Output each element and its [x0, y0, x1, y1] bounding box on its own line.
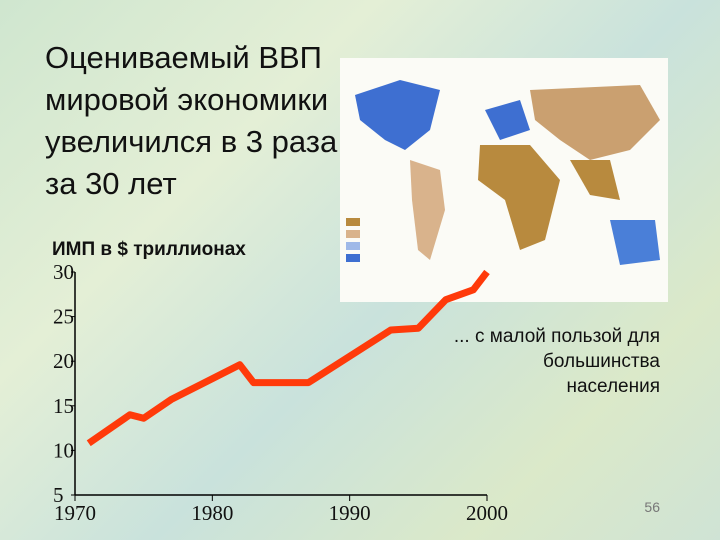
title-line: Оцениваемый ВВП мировой экономики увеличил…: [45, 40, 338, 201]
y-tick-label: 25: [53, 305, 74, 329]
page-number: 56: [644, 499, 660, 515]
data-line: [86, 269, 490, 447]
y-axis-label: ИМП в $ триллионах: [52, 239, 246, 260]
y-tick-label: 30: [53, 260, 74, 284]
y-tick-label: 10: [53, 438, 74, 462]
y-tick-label: 20: [53, 349, 74, 373]
annotation: ... с малой пользой для большинства населе…: [454, 326, 661, 397]
y-tick-label: 5: [53, 483, 64, 507]
x-tick-label: 2000: [466, 501, 508, 525]
x-tick-label: 1990: [329, 501, 371, 525]
x-tick-label: 1970: [54, 501, 96, 525]
y-tick-label: 15: [53, 394, 74, 418]
x-tick-label: 1980: [191, 501, 233, 525]
world-map: [340, 58, 668, 302]
